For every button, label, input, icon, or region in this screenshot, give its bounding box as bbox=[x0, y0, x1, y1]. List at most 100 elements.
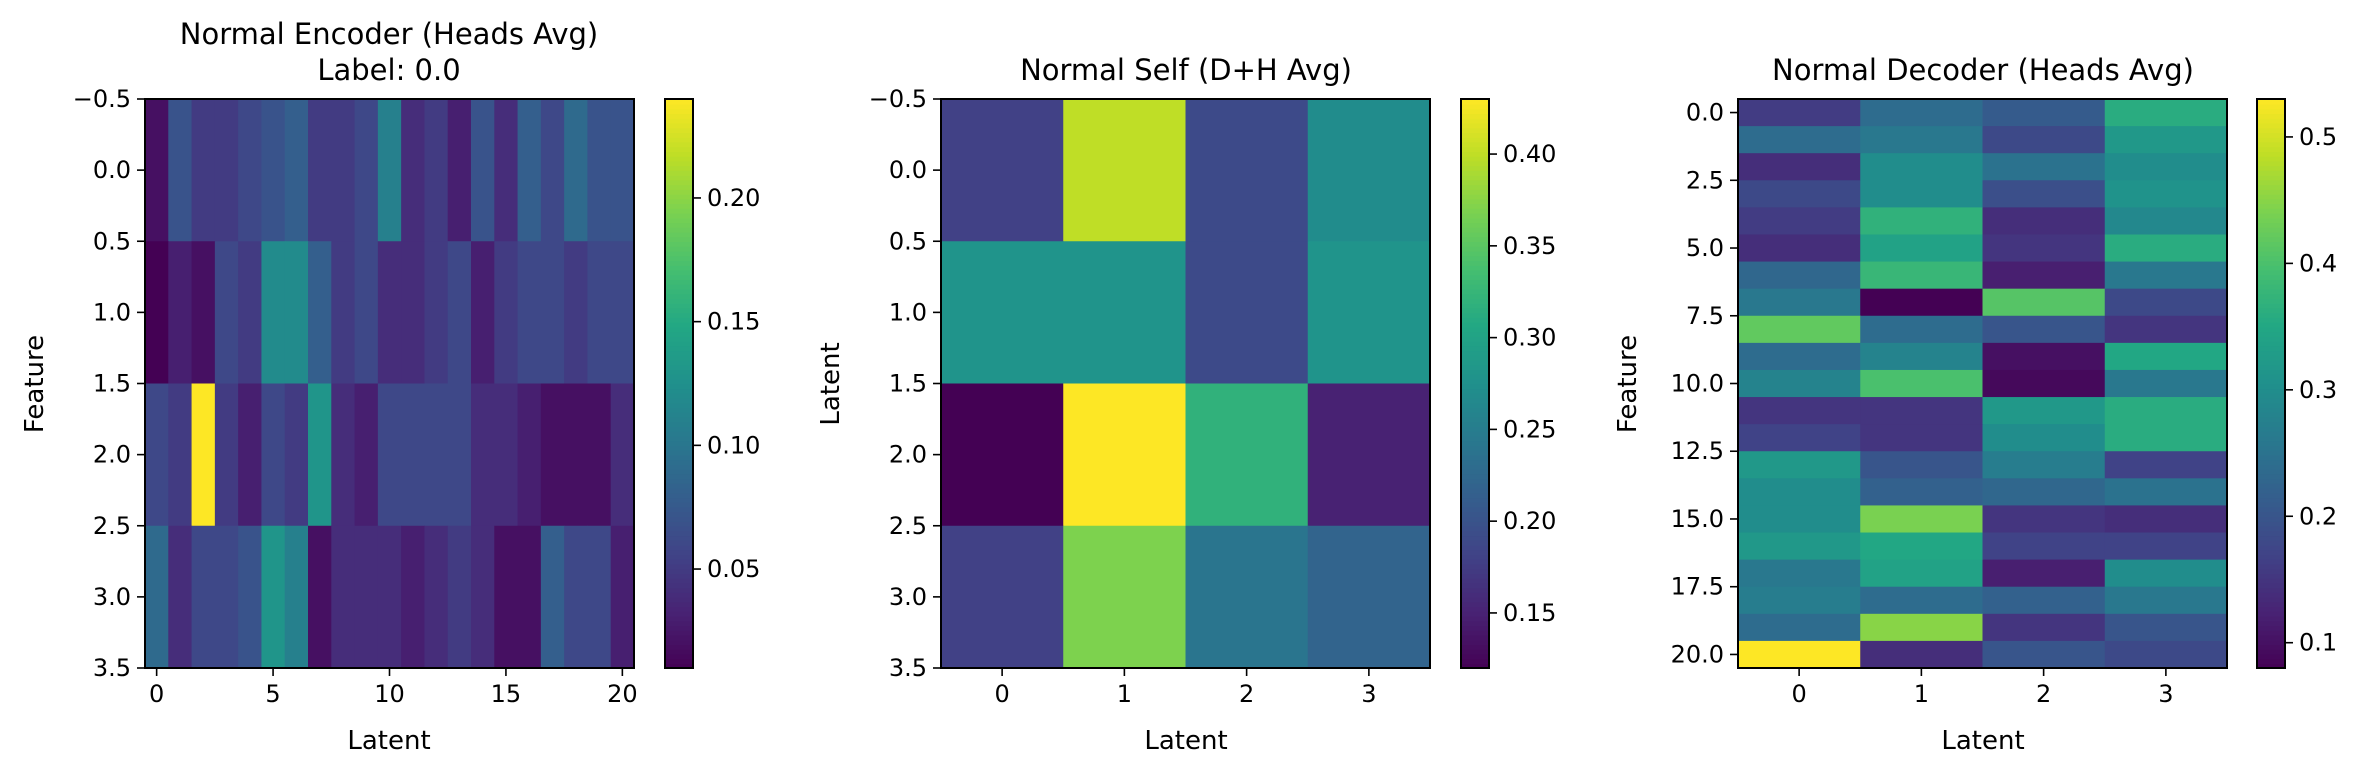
self-title: Normal Self (D+H Avg) bbox=[1020, 53, 1352, 87]
decoder-colorbar-segment bbox=[2257, 573, 2285, 579]
decoder-cell bbox=[2104, 99, 2228, 127]
encoder-y-ticks: −0.5 0.0 0.5 1.0 1.5 2.0 2.5 3.0 3.5 bbox=[73, 85, 145, 682]
encoder-colorbar-frame bbox=[664, 98, 694, 669]
decoder-colorbar-segment bbox=[2257, 468, 2285, 475]
decoder-cell bbox=[2104, 180, 2228, 208]
decoder-cell bbox=[1982, 505, 2106, 534]
decoder-colorbar-segment bbox=[2257, 620, 2285, 627]
decoder-colorbar-ticks: 0.1 0.2 0.3 0.4 0.5 bbox=[2285, 123, 2337, 657]
decoder-cell bbox=[1982, 559, 2106, 588]
self-colorbar-segment bbox=[1461, 421, 1489, 427]
self-colorbar-segment bbox=[1461, 634, 1489, 641]
self-colorbar-segment bbox=[1461, 625, 1489, 631]
decoder-colorbar-tick-label: 0.3 bbox=[2299, 376, 2337, 404]
self-colorbar-segment bbox=[1461, 577, 1489, 584]
encoder-x-ticks: 0 5 10 15 20 bbox=[149, 668, 638, 708]
encoder-colorbar-segment bbox=[665, 359, 693, 366]
encoder-cell bbox=[424, 241, 449, 385]
decoder-cell bbox=[1738, 180, 1861, 208]
encoder-cell bbox=[261, 99, 286, 242]
encoder-colorbar-segment bbox=[665, 468, 693, 475]
self-y-ticks: −0.5 0.0 0.5 1.0 1.5 2.0 2.5 3.0 3.5 bbox=[869, 85, 941, 682]
decoder-cell bbox=[1982, 478, 2106, 507]
encoder-colorbar-segment bbox=[665, 374, 693, 380]
encoder-y-tick-label: −0.5 bbox=[73, 85, 131, 113]
decoder-colorbar-segment bbox=[2257, 445, 2285, 451]
encoder-cell bbox=[471, 525, 495, 669]
self-y-axis-label: Latent bbox=[816, 342, 846, 425]
decoder-colorbar-segment bbox=[2257, 302, 2285, 309]
encoder-colorbar-segment bbox=[665, 355, 693, 361]
encoder-colorbar-segment bbox=[665, 539, 693, 546]
decoder-y-tick-label: 12.5 bbox=[1671, 437, 1724, 465]
self-colorbar-segment bbox=[1461, 227, 1489, 233]
self-colorbar-segment bbox=[1461, 321, 1489, 328]
self-colorbar-tick-label: 0.35 bbox=[1503, 232, 1556, 260]
decoder-x-tick-label: 1 bbox=[1914, 680, 1929, 708]
self-y-tick-label: 1.0 bbox=[889, 298, 927, 326]
self-y-tick-label: 0.5 bbox=[889, 227, 927, 255]
encoder-colorbar-segment bbox=[665, 521, 693, 527]
encoder-colorbar-segment bbox=[665, 260, 693, 266]
encoder-colorbar-segment bbox=[665, 189, 693, 195]
decoder-colorbar-segment bbox=[2257, 464, 2285, 470]
decoder-cell bbox=[1860, 478, 1984, 507]
decoder-cell bbox=[2104, 640, 2228, 669]
decoder-cell bbox=[2104, 559, 2228, 588]
decoder-colorbar-segment bbox=[2257, 227, 2285, 233]
self-cell bbox=[941, 241, 1064, 385]
encoder-cell bbox=[331, 525, 356, 669]
encoder-colorbar-segment bbox=[665, 558, 693, 565]
encoder-cell bbox=[471, 383, 495, 527]
decoder-colorbar-segment bbox=[2257, 307, 2285, 314]
encoder-cell bbox=[284, 525, 309, 669]
decoder-colorbar-segment bbox=[2257, 136, 2285, 143]
self-colorbar-segment bbox=[1461, 445, 1489, 451]
encoder-colorbar-segment bbox=[665, 516, 693, 522]
decoder-cell bbox=[1860, 180, 1984, 208]
encoder-cell bbox=[354, 241, 379, 385]
encoder-cell bbox=[354, 525, 379, 669]
encoder-cell bbox=[168, 383, 193, 527]
encoder-cell bbox=[145, 525, 169, 669]
encoder-colorbar-segment bbox=[665, 208, 693, 214]
decoder-colorbar-segment bbox=[2257, 222, 2285, 228]
decoder-colorbar-segment bbox=[2257, 587, 2285, 593]
decoder-colorbar-segment bbox=[2257, 99, 2285, 105]
decoder-colorbar-segment bbox=[2257, 601, 2285, 608]
encoder-colorbar-segment bbox=[665, 634, 693, 641]
encoder-colorbar-segment bbox=[665, 155, 693, 162]
encoder-colorbar-segment bbox=[665, 392, 693, 399]
decoder-colorbar-segment bbox=[2257, 108, 2285, 115]
decoder-colorbar-segment bbox=[2257, 132, 2285, 138]
encoder-colorbar-segment bbox=[665, 497, 693, 503]
encoder-colorbar-segment bbox=[665, 653, 693, 660]
self-colorbar-segment bbox=[1461, 241, 1489, 247]
decoder-colorbar-segment bbox=[2257, 421, 2285, 427]
encoder-cell bbox=[424, 525, 449, 669]
decoder-x-ticks: 0 1 2 3 bbox=[1791, 668, 2174, 708]
decoder-cell bbox=[1982, 261, 2106, 290]
encoder-y-tick-label: 1.0 bbox=[93, 298, 131, 326]
encoder-colorbar-segment bbox=[665, 658, 693, 665]
encoder-cell bbox=[331, 383, 356, 527]
decoder-colorbar-segment bbox=[2257, 388, 2285, 394]
self-colorbar-segment bbox=[1461, 293, 1489, 299]
encoder-colorbar-segment bbox=[665, 426, 693, 432]
decoder-cell bbox=[2104, 234, 2228, 263]
encoder-colorbar-segment bbox=[665, 397, 693, 404]
self-colorbar-segment bbox=[1461, 497, 1489, 503]
decoder-title: Normal Decoder (Heads Avg) bbox=[1772, 53, 2194, 87]
decoder-cell bbox=[1982, 640, 2106, 669]
self-cell bbox=[941, 525, 1064, 669]
self-cell bbox=[1185, 525, 1309, 669]
encoder-x-tick-label: 15 bbox=[491, 680, 522, 708]
self-y-tick-label: 3.5 bbox=[889, 654, 927, 682]
encoder-cell bbox=[284, 241, 309, 385]
decoder-colorbar-segment bbox=[2257, 625, 2285, 631]
self-colorbar-frame bbox=[1460, 98, 1490, 669]
decoder-y-ticks: 0.0 2.5 5.0 7.5 10.0 12.5 15.0 17.5 20.0 bbox=[1671, 99, 1738, 668]
self-colorbar-segment bbox=[1461, 535, 1489, 541]
encoder-cell bbox=[517, 241, 542, 385]
self-colorbar-segment bbox=[1461, 250, 1489, 257]
